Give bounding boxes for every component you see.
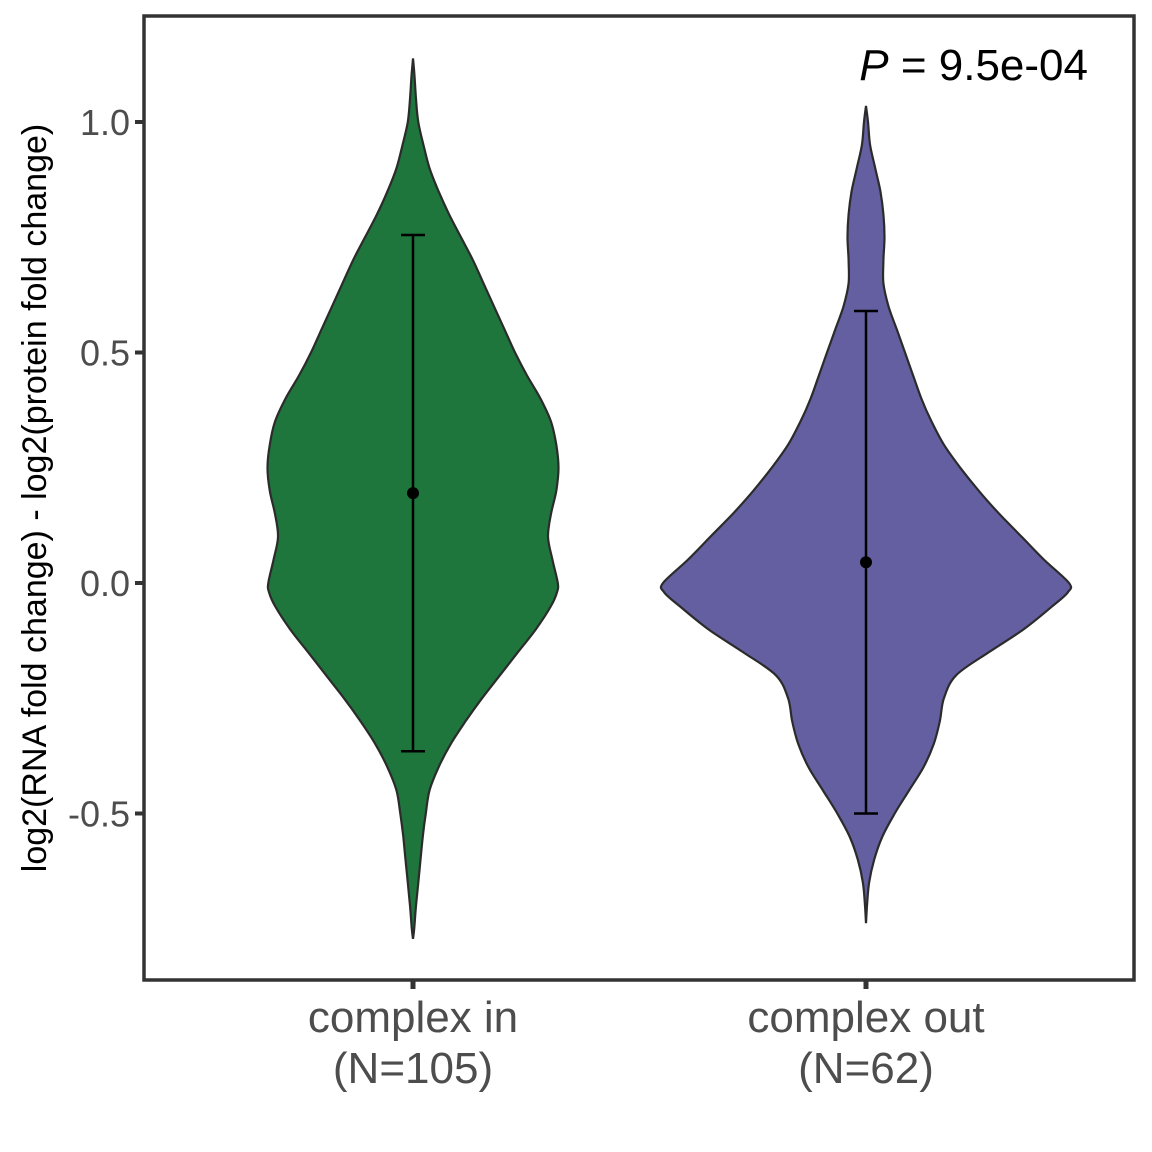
errorbars-layer [401,233,878,815]
p-value-annotation: P = 9.5e-04 [859,41,1088,90]
p-value-text: = 9.5e-04 [889,41,1088,90]
mean-point [407,487,419,500]
violins-layer [266,58,1073,940]
y-axis-title: log2(RNA fold change) - log2(protein fol… [16,124,54,872]
x-tick-label-count: (N=62) [798,1044,934,1093]
y-tick-label: 0.5 [80,333,130,374]
y-tick-label: 0.0 [80,563,130,604]
y-tick-label: -0.5 [68,794,130,835]
x-axis: complex in(N=105) complex out(N=62) [308,980,985,1093]
x-tick-label-count: (N=105) [333,1044,493,1093]
plot-panel-border [142,14,1136,982]
x-tick-label-name: complex in [308,993,518,1042]
mean-point [860,556,872,569]
y-axis: -0.5 0.0 0.5 1.0 [68,102,144,835]
p-symbol: P [859,41,889,90]
y-tick-label: 1.0 [80,102,130,143]
x-tick-label-name: complex out [747,993,984,1042]
